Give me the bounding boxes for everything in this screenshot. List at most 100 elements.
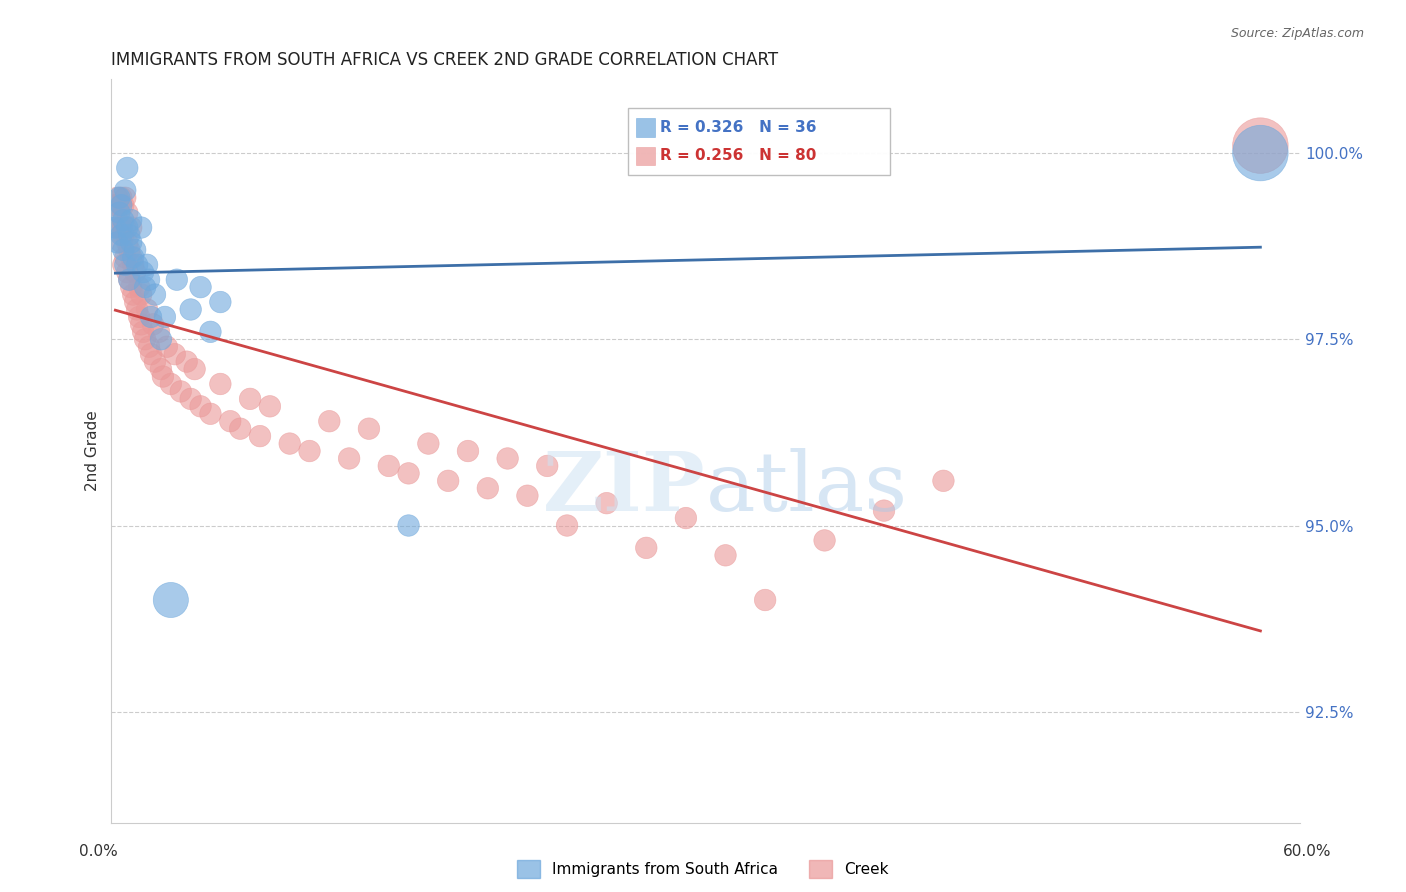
Point — [108, 205, 131, 219]
Point — [516, 489, 538, 503]
Text: Source: ZipAtlas.com: Source: ZipAtlas.com — [1230, 27, 1364, 40]
Point — [110, 191, 132, 205]
Point — [132, 265, 155, 279]
Point — [496, 451, 519, 466]
Point — [143, 287, 166, 301]
Point — [813, 533, 835, 548]
Point — [139, 310, 162, 324]
Point — [754, 593, 776, 607]
Point — [120, 220, 142, 235]
Point — [105, 191, 128, 205]
Point — [1249, 146, 1271, 161]
Point — [249, 429, 271, 443]
Bar — [637, 118, 655, 136]
Point — [114, 183, 136, 197]
Text: IMMIGRANTS FROM SOUTH AFRICA VS CREEK 2ND GRADE CORRELATION CHART: IMMIGRANTS FROM SOUTH AFRICA VS CREEK 2N… — [111, 51, 779, 69]
Point — [170, 384, 193, 399]
Point — [873, 503, 896, 517]
Point — [209, 295, 232, 310]
Point — [134, 280, 156, 294]
Point — [110, 235, 132, 250]
Text: 0.0%: 0.0% — [79, 845, 118, 859]
Point — [675, 511, 697, 525]
Point — [120, 213, 142, 227]
Point — [190, 280, 212, 294]
Point — [114, 251, 136, 265]
Point — [117, 161, 139, 175]
Point — [153, 310, 176, 324]
Point — [122, 251, 145, 265]
Point — [457, 444, 479, 458]
Text: R = 0.256   N = 80: R = 0.256 N = 80 — [659, 148, 817, 163]
Point — [138, 340, 160, 354]
Point — [636, 541, 658, 555]
Point — [118, 273, 141, 287]
Point — [714, 549, 737, 563]
Legend: Immigrants from South Africa, Creek: Immigrants from South Africa, Creek — [512, 854, 894, 884]
Point — [122, 258, 145, 272]
Point — [127, 258, 149, 272]
Point — [136, 302, 159, 317]
Point — [149, 362, 172, 376]
Point — [108, 191, 131, 205]
Point — [377, 458, 399, 473]
Point — [595, 496, 617, 510]
Text: atlas: atlas — [706, 449, 908, 528]
Point — [183, 362, 205, 376]
Point — [180, 302, 202, 317]
Point — [110, 227, 132, 242]
Bar — [637, 146, 655, 165]
Point — [156, 340, 179, 354]
Point — [160, 593, 183, 607]
Point — [124, 295, 146, 310]
Point — [160, 376, 183, 391]
Point — [166, 273, 188, 287]
Point — [129, 318, 152, 332]
Point — [418, 436, 440, 450]
Point — [122, 287, 145, 301]
Point — [136, 258, 159, 272]
Point — [104, 198, 127, 212]
Text: 60.0%: 60.0% — [1284, 845, 1331, 859]
Point — [129, 287, 152, 301]
Point — [128, 310, 150, 324]
Point — [200, 407, 222, 421]
Point — [132, 325, 155, 339]
Point — [110, 220, 132, 235]
Point — [112, 213, 135, 227]
Point — [105, 213, 128, 227]
Point — [1249, 138, 1271, 153]
Point — [229, 422, 252, 436]
Point — [124, 265, 146, 279]
Point — [143, 354, 166, 368]
Point — [117, 265, 139, 279]
Point — [120, 251, 142, 265]
Point — [139, 347, 162, 361]
Point — [112, 243, 135, 257]
Point — [117, 235, 139, 250]
Point — [112, 198, 135, 212]
Point — [104, 220, 127, 235]
Point — [239, 392, 262, 406]
Point — [555, 518, 578, 533]
Point — [118, 243, 141, 257]
Point — [209, 376, 232, 391]
Point — [117, 220, 139, 235]
Point — [127, 302, 149, 317]
Point — [259, 400, 281, 414]
Point — [114, 258, 136, 272]
Point — [112, 227, 135, 242]
Bar — [628, 108, 890, 176]
Point — [190, 400, 212, 414]
Point — [105, 235, 128, 250]
Point — [134, 332, 156, 346]
Point — [114, 191, 136, 205]
Point — [120, 235, 142, 250]
Point — [110, 198, 132, 212]
Text: R = 0.326   N = 36: R = 0.326 N = 36 — [659, 120, 817, 135]
Point — [176, 354, 198, 368]
Text: ZIP: ZIP — [543, 449, 706, 528]
Point — [932, 474, 955, 488]
Point — [200, 325, 222, 339]
Point — [148, 325, 170, 339]
